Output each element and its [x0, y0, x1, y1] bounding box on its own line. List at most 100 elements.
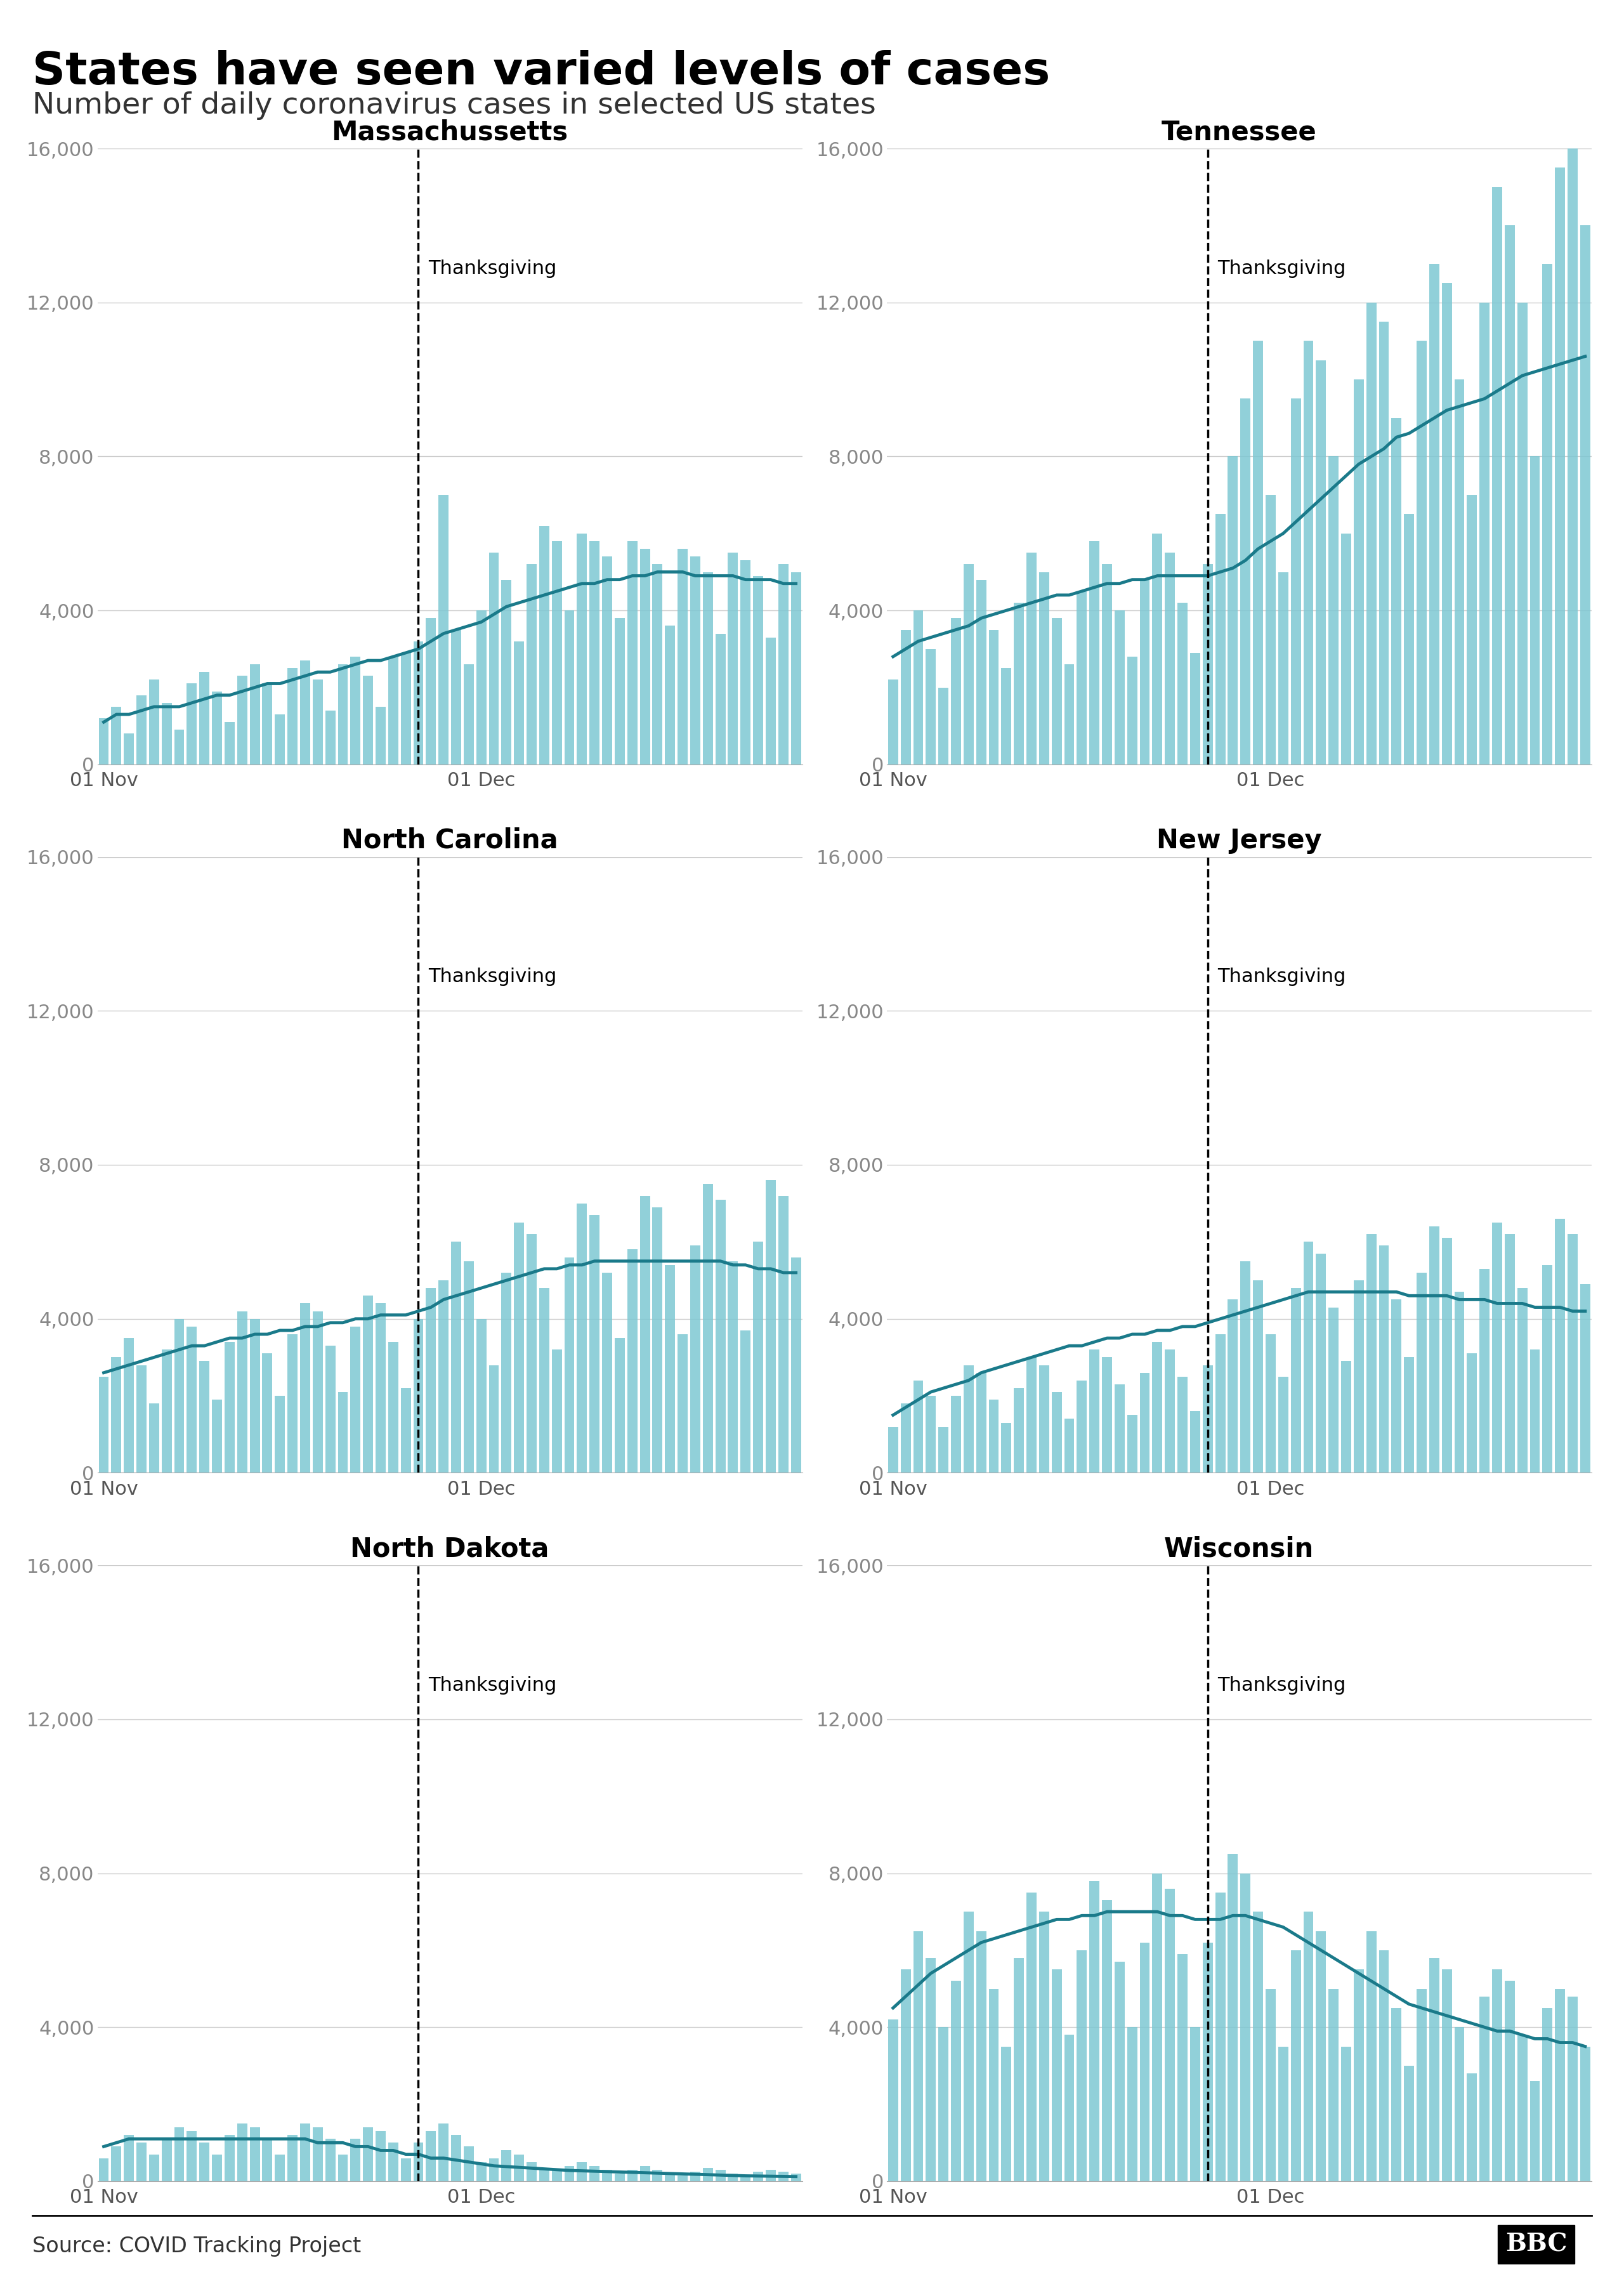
Bar — [526, 1233, 536, 1473]
Bar — [1366, 301, 1376, 765]
Bar — [187, 683, 197, 765]
Bar — [1517, 1288, 1527, 1473]
Bar — [765, 2170, 776, 2181]
Bar — [1392, 418, 1402, 765]
Bar — [414, 2142, 424, 2181]
Bar — [476, 610, 486, 765]
Bar — [1052, 1391, 1062, 1473]
Bar — [1405, 1357, 1415, 1473]
Bar — [274, 2154, 284, 2181]
Bar — [149, 1405, 159, 1473]
Bar — [313, 1311, 323, 1473]
Bar — [690, 2172, 700, 2181]
Bar — [754, 576, 763, 765]
Bar — [614, 619, 625, 765]
Bar — [1429, 1227, 1439, 1473]
Bar — [728, 1261, 737, 1473]
Bar — [515, 1222, 525, 1473]
Bar — [300, 660, 310, 765]
Bar — [162, 2138, 172, 2181]
Bar — [1278, 1377, 1288, 1473]
Bar — [1530, 1350, 1540, 1473]
Bar — [1254, 340, 1263, 765]
Bar — [728, 553, 737, 765]
Bar — [1127, 1416, 1137, 1473]
Bar — [1517, 301, 1527, 765]
Bar — [375, 2131, 385, 2181]
Bar — [250, 2126, 260, 2181]
Bar — [913, 1380, 924, 1473]
Bar — [313, 681, 323, 765]
Text: Thanksgiving: Thanksgiving — [1218, 1676, 1346, 1695]
Bar — [1114, 610, 1125, 765]
Bar — [677, 2174, 687, 2181]
Bar — [1002, 2046, 1012, 2181]
Bar — [1103, 1357, 1112, 1473]
Bar — [1153, 1343, 1163, 1473]
Bar — [375, 1304, 385, 1473]
Bar — [1002, 669, 1012, 765]
Bar — [1241, 1261, 1250, 1473]
Bar — [1543, 1265, 1553, 1473]
Bar — [1442, 1238, 1452, 1473]
Bar — [664, 626, 676, 765]
Bar — [653, 2170, 663, 2181]
Bar — [888, 681, 898, 765]
Bar — [1241, 400, 1250, 765]
Bar — [287, 2136, 297, 2181]
Bar — [1405, 514, 1415, 765]
Bar — [338, 2154, 348, 2181]
Bar — [976, 1373, 986, 1473]
Bar — [1492, 1969, 1502, 2181]
Bar — [791, 1256, 801, 1473]
Bar — [778, 564, 788, 765]
Bar — [287, 669, 297, 765]
Bar — [952, 1980, 961, 2181]
Bar — [1140, 1373, 1150, 1473]
Bar — [213, 1400, 222, 1473]
Bar — [515, 642, 525, 765]
Bar — [149, 681, 159, 765]
Bar — [565, 1256, 575, 1473]
Bar — [1026, 553, 1036, 765]
Bar — [187, 1327, 197, 1473]
Bar — [1517, 2035, 1527, 2181]
Bar — [1039, 1912, 1049, 2181]
Bar — [1505, 1980, 1515, 2181]
Bar — [123, 1338, 133, 1473]
Bar — [123, 733, 133, 765]
Bar — [577, 534, 586, 765]
Bar — [489, 553, 499, 765]
Bar — [1580, 1284, 1590, 1473]
Bar — [425, 619, 435, 765]
Bar — [590, 2165, 599, 2181]
Bar — [1392, 2008, 1402, 2181]
Text: Thanksgiving: Thanksgiving — [1218, 260, 1346, 279]
Bar — [1291, 1951, 1301, 2181]
Bar — [1492, 187, 1502, 765]
Bar — [401, 1389, 411, 1473]
Bar — [1215, 1893, 1224, 2181]
Bar — [1140, 1941, 1150, 2181]
Bar — [728, 2174, 737, 2181]
Bar — [1556, 1989, 1566, 2181]
Bar — [1164, 1350, 1174, 1473]
Bar — [1315, 361, 1325, 765]
Bar — [901, 1969, 911, 2181]
Bar — [438, 2124, 448, 2181]
Bar — [1177, 1377, 1187, 1473]
Bar — [1077, 1380, 1086, 1473]
Bar — [741, 2174, 750, 2181]
Text: Thanksgiving: Thanksgiving — [429, 968, 557, 987]
Text: Thanksgiving: Thanksgiving — [1218, 968, 1346, 987]
Bar — [325, 710, 335, 765]
Bar — [539, 2170, 549, 2181]
Bar — [1077, 1951, 1086, 2181]
Bar — [388, 1343, 398, 1473]
Bar — [1530, 2081, 1540, 2181]
Title: New Jersey: New Jersey — [1156, 827, 1322, 854]
Bar — [1455, 1293, 1465, 1473]
Bar — [765, 1181, 776, 1473]
Bar — [614, 1338, 625, 1473]
Bar — [112, 706, 122, 765]
